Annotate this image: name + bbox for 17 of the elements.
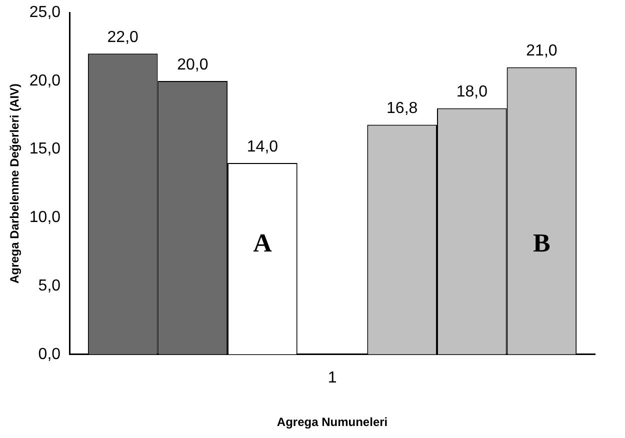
y-axis-title: Agrega Darbelenme Değerleri (AIV)	[8, 83, 22, 284]
y-tick-label: 20,0	[29, 72, 61, 90]
data-label: 22,0	[107, 29, 139, 46]
x-tick-label: 1	[328, 369, 337, 386]
data-label: 20,0	[177, 56, 208, 74]
y-tick-label: 5,0	[38, 277, 61, 294]
y-tick-label: 15,0	[29, 140, 61, 158]
annotation: A	[253, 228, 272, 258]
annotation: B	[533, 228, 550, 258]
data-label: 18,0	[456, 84, 488, 101]
y-tick-label: 0,0	[38, 346, 61, 363]
y-tick-label: 10,0	[29, 209, 61, 226]
y-tick-label: 25,0	[29, 4, 61, 22]
data-label: 21,0	[526, 42, 558, 60]
x-axis-title: Agrega Numuneleri	[276, 415, 388, 430]
data-label: 14,0	[246, 138, 278, 156]
data-label: 16,8	[386, 100, 418, 118]
